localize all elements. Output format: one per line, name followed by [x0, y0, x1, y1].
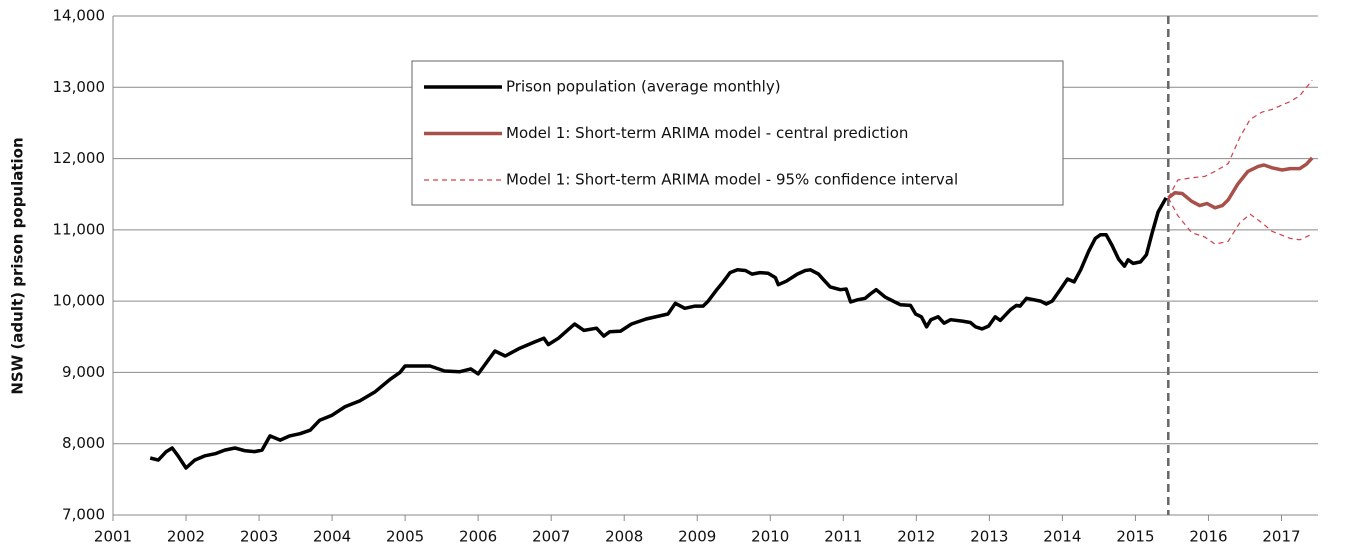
x-tick-label: 2014	[1043, 528, 1081, 546]
y-tick-label: 12,000	[53, 149, 106, 167]
y-tick-label: 9,000	[62, 363, 105, 381]
x-tick-label: 2011	[824, 528, 862, 546]
x-tick-label: 2005	[386, 528, 424, 546]
x-tick-label: 2002	[167, 528, 205, 546]
legend-label: Prison population (average monthly)	[506, 78, 781, 96]
legend-label: Model 1: Short-term ARIMA model - centra…	[506, 124, 908, 142]
y-axis-title: NSW (adult) prison population	[9, 137, 27, 394]
series-line	[1167, 79, 1313, 199]
x-tick-label: 2016	[1189, 528, 1227, 546]
y-tick-label: 11,000	[53, 220, 106, 238]
x-tick-label: 2007	[532, 528, 570, 546]
x-tick-label: 2008	[605, 528, 643, 546]
x-tick-label: 2004	[313, 528, 351, 546]
y-tick-label: 7,000	[62, 506, 105, 524]
y-tick-label: 13,000	[53, 78, 106, 96]
x-tick-label: 2013	[970, 528, 1008, 546]
x-tick-label: 2009	[678, 528, 716, 546]
x-tick-label: 2003	[240, 528, 278, 546]
y-tick-label: 10,000	[53, 292, 106, 310]
x-tick-label: 2017	[1262, 528, 1300, 546]
x-tick-label: 2010	[751, 528, 789, 546]
legend-label: Model 1: Short-term ARIMA model - 95% co…	[506, 171, 958, 189]
series-line	[149, 196, 1168, 470]
y-tick-label: 8,000	[62, 434, 105, 452]
x-tick-label: 2012	[897, 528, 935, 546]
x-tick-label: 2006	[459, 528, 497, 546]
x-tick-label: 2001	[94, 528, 132, 546]
y-tick-label: 14,000	[53, 7, 106, 25]
series-line	[1167, 197, 1313, 245]
series-line	[1167, 156, 1314, 210]
x-tick-label: 2015	[1116, 528, 1154, 546]
legend-box	[411, 60, 1064, 206]
